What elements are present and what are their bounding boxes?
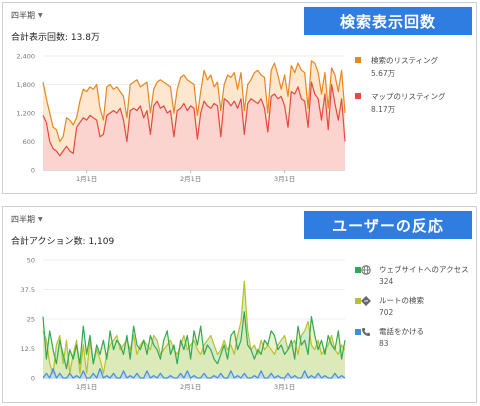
legend-swatch — [355, 329, 361, 335]
legend-value: 83 — [379, 339, 389, 348]
chevron-down-icon: ▼ — [38, 12, 43, 19]
y-tick-label: 1,200 — [16, 110, 35, 118]
directions-icon — [361, 296, 371, 308]
legend-swatch — [355, 298, 361, 304]
y-tick-label: 2,400 — [16, 53, 35, 61]
actions-legend: ウェブサイトへのアクセス 324 ルートの検索 702 電話をかける 83 — [355, 265, 469, 358]
x-tick-label: 1月1日 — [76, 175, 97, 183]
y-tick-label: 50 — [27, 257, 35, 265]
x-tick-label: 2月1日 — [180, 383, 201, 391]
chevron-down-icon: ▼ — [38, 216, 43, 223]
legend-item-calls[interactable]: 電話をかける 83 — [355, 327, 469, 348]
legend-value: 324 — [379, 277, 394, 286]
x-tick-label: 2月1日 — [180, 175, 201, 183]
series-area-1 — [43, 82, 345, 170]
legend-value: 702 — [379, 308, 394, 317]
section-banner: ユーザーの反応 — [304, 211, 472, 239]
legend-label: 検索のリスティング — [371, 56, 439, 65]
legend-label: ルートの検索 — [379, 296, 424, 305]
x-tick-label: 3月1日 — [274, 175, 295, 183]
x-tick-label: 3月1日 — [274, 383, 295, 391]
legend-swatch — [355, 57, 361, 63]
period-selector[interactable]: 四半期 ▼ — [11, 10, 43, 21]
y-tick-label: 600 — [23, 138, 35, 146]
actions-card: 四半期 ▼ ユーザーの反応 合計アクション数: 1,109 0 12.5 25 37.… — [2, 206, 477, 403]
y-tick-label: 1,800 — [16, 81, 35, 89]
legend-label: マップのリスティング — [371, 92, 446, 101]
globe-icon — [361, 265, 371, 277]
legend-swatch — [355, 267, 361, 273]
impressions-card: 四半期 ▼ 検索表示回数 合計表示回数: 13.8万 0 600 1,200 1,80… — [2, 2, 477, 194]
series-line-2 — [42, 367, 346, 379]
series-line-0 — [42, 311, 346, 370]
y-tick-label: 0 — [31, 375, 35, 383]
period-label: 四半期 — [11, 215, 35, 224]
series-line-1 — [42, 81, 346, 157]
legend-value: 8.17万 — [371, 105, 396, 114]
phone-icon — [361, 327, 371, 339]
period-label: 四半期 — [11, 11, 35, 20]
x-tick-label: 1月1日 — [76, 383, 97, 391]
period-selector[interactable]: 四半期 ▼ — [11, 214, 43, 225]
y-tick-label: 25 — [27, 316, 35, 324]
legend-label: ウェブサイトへのアクセス — [379, 265, 469, 274]
legend-item-route[interactable]: ルートの検索 702 — [355, 296, 469, 317]
legend-item-website[interactable]: ウェブサイトへのアクセス 324 — [355, 265, 469, 286]
section-banner: 検索表示回数 — [304, 7, 472, 35]
legend-item-search[interactable]: 検索のリスティング 5.67万 — [355, 55, 446, 79]
y-tick-label: 12.5 — [21, 345, 35, 353]
legend-swatch — [355, 93, 361, 99]
series-line-0 — [42, 60, 346, 143]
y-tick-label: 37.5 — [21, 286, 35, 294]
actions-chart: 0 12.5 25 37.5 50 1月1日 2月1日 3月1日 — [21, 257, 346, 391]
total-impressions: 合計表示回数: 13.8万 — [11, 33, 100, 43]
impressions-legend: 検索のリスティング 5.67万 マップのリスティング 8.17万 — [355, 55, 446, 127]
legend-item-maps[interactable]: マップのリスティング 8.17万 — [355, 91, 446, 115]
legend-value: 5.67万 — [371, 69, 396, 78]
series-area-0 — [43, 311, 345, 378]
y-tick-label: 0 — [31, 167, 35, 175]
legend-label: 電話をかける — [379, 327, 424, 336]
total-actions: 合計アクション数: 1,109 — [11, 237, 115, 247]
impressions-chart: 0 600 1,200 1,800 2,400 1月1日 2月1日 3月1日 — [16, 53, 346, 183]
